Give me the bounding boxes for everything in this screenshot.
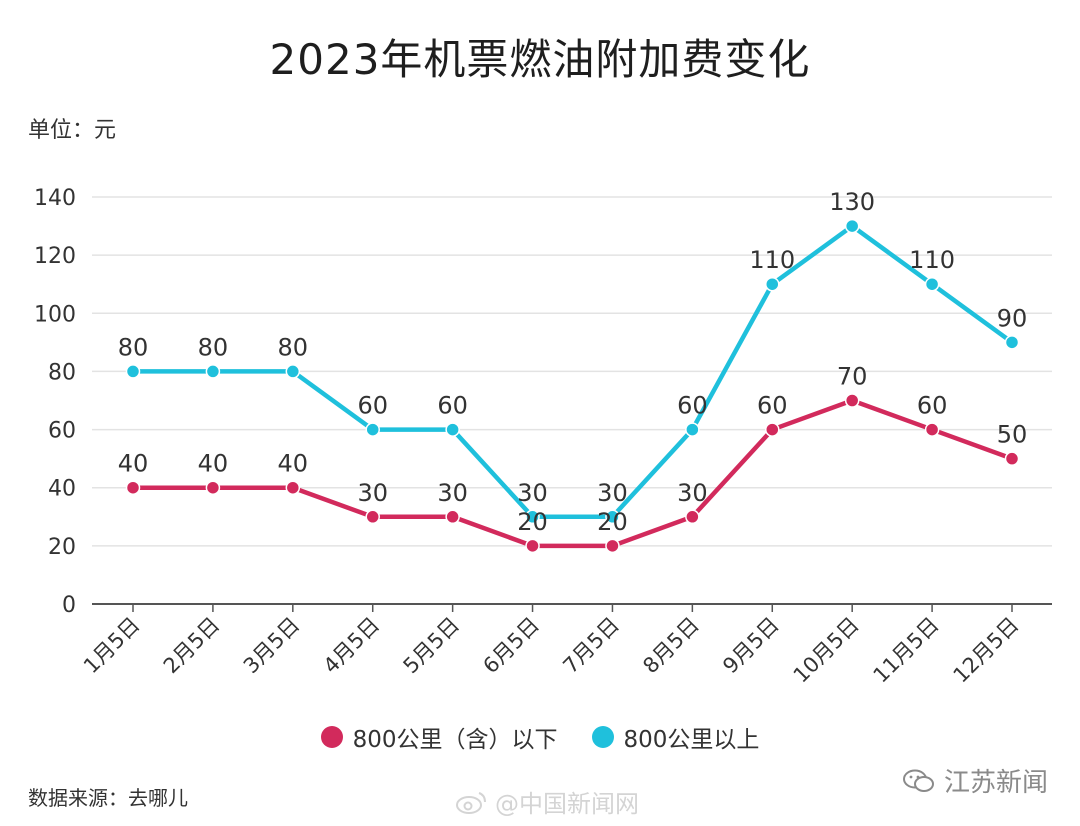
- data-label-series-1: 80: [118, 333, 149, 361]
- legend-item-under-800km: 800公里（含）以下: [320, 720, 558, 754]
- data-label-series-0: 60: [757, 392, 788, 420]
- y-tick-label: 140: [34, 186, 76, 211]
- x-tick-label: 9月5日: [718, 613, 784, 679]
- data-point-series-1: [205, 364, 221, 379]
- wechat-watermark: 江苏新闻: [902, 762, 1048, 799]
- legend-label-under-800km: 800公里（含）以下: [352, 727, 558, 753]
- data-label-series-0: 20: [517, 508, 548, 536]
- x-tick-label: 7月5日: [558, 613, 624, 679]
- data-point-series-0: [205, 480, 221, 495]
- y-tick-label: 120: [34, 244, 76, 269]
- x-tick-label: 3月5日: [239, 613, 305, 679]
- wechat-watermark-text: 江苏新闻: [943, 768, 1048, 798]
- data-point-series-1: [844, 218, 860, 234]
- data-source-label: 数据来源：去哪儿: [28, 786, 188, 810]
- series-line-0: [130, 398, 1015, 549]
- wechat-logo-icon: [902, 769, 934, 792]
- data-label-series-1: 80: [198, 333, 229, 361]
- x-tick-label: 4月5日: [319, 613, 385, 679]
- data-label-series-0: 40: [198, 450, 229, 478]
- data-label-series-1: 90: [997, 304, 1028, 332]
- data-label-series-0: 30: [677, 479, 708, 507]
- x-tick-label: 6月5日: [479, 613, 545, 679]
- series-line-1: [130, 223, 1015, 520]
- y-tick-label: 20: [48, 535, 76, 560]
- data-point-series-1: [685, 422, 700, 437]
- x-tick-label: 2月5日: [159, 613, 225, 679]
- data-label-series-1: 110: [909, 246, 955, 274]
- data-point-series-0: [125, 480, 141, 495]
- data-label-series-1: 130: [829, 188, 875, 216]
- data-label-series-1: 60: [357, 392, 388, 420]
- data-point-series-1: [1004, 335, 1020, 350]
- unit-label: 单位：元: [28, 118, 117, 143]
- data-point-series-1: [525, 509, 540, 525]
- data-point-series-1: [445, 422, 460, 437]
- data-label-series-0: 30: [437, 479, 468, 507]
- data-point-series-0: [605, 538, 620, 554]
- data-label-series-1: 30: [517, 479, 548, 507]
- y-tick-label: 60: [48, 419, 76, 444]
- data-label-series-0: 60: [917, 392, 948, 420]
- legend-marker-over-800km: [591, 726, 614, 748]
- y-tick-label: 80: [48, 360, 76, 385]
- data-label-series-0: 30: [357, 479, 388, 507]
- legend-marker-under-800km: [320, 726, 343, 748]
- chart-legend: 800公里（含）以下 800公里以上: [0, 720, 1080, 754]
- data-point-series-0: [285, 480, 301, 495]
- data-label-series-0: 40: [118, 450, 149, 478]
- legend-label-over-800km: 800公里以上: [623, 727, 760, 753]
- data-label-series-1: 30: [597, 479, 628, 507]
- data-point-series-1: [365, 422, 380, 437]
- x-tick-label: 8月5日: [638, 613, 704, 679]
- x-tick-label: 12月5日: [949, 613, 1024, 688]
- legend-item-over-800km: 800公里以上: [591, 720, 760, 754]
- data-point-series-0: [765, 422, 780, 437]
- y-tick-label: 0: [62, 593, 76, 618]
- data-label-series-1: 60: [677, 392, 708, 420]
- y-tick-label: 40: [48, 477, 76, 502]
- data-point-series-1: [924, 276, 940, 292]
- data-label-series-0: 70: [837, 363, 868, 391]
- data-label-series-0: 20: [597, 508, 628, 536]
- x-tick-label: 5月5日: [399, 613, 465, 679]
- x-tick-label: 11月5日: [869, 613, 944, 688]
- data-label-series-0: 40: [278, 450, 309, 478]
- data-point-series-0: [1004, 451, 1020, 466]
- x-tick-label: 10月5日: [789, 613, 864, 688]
- data-label-series-1: 60: [437, 392, 468, 420]
- data-point-series-0: [844, 393, 860, 408]
- data-point-series-1: [125, 364, 141, 379]
- data-label-series-1: 110: [749, 246, 795, 274]
- weibo-watermark: @中国新闻网: [455, 784, 639, 819]
- y-tick-label: 100: [34, 302, 76, 327]
- chart-title: 2023年机票燃油附加费变化: [269, 35, 811, 84]
- data-point-series-0: [525, 538, 540, 554]
- data-point-series-0: [445, 509, 460, 525]
- data-point-series-0: [365, 509, 380, 525]
- weibo-logo-icon: [456, 791, 486, 814]
- x-tick-label: 1月5日: [79, 613, 145, 679]
- data-label-series-1: 80: [278, 333, 309, 361]
- weibo-watermark-text: @中国新闻网: [495, 790, 639, 818]
- data-point-series-1: [605, 509, 620, 525]
- data-label-series-0: 50: [997, 421, 1028, 449]
- data-point-series-0: [685, 509, 700, 525]
- data-point-series-0: [924, 422, 940, 437]
- data-point-series-1: [765, 276, 780, 292]
- data-point-series-1: [285, 364, 301, 379]
